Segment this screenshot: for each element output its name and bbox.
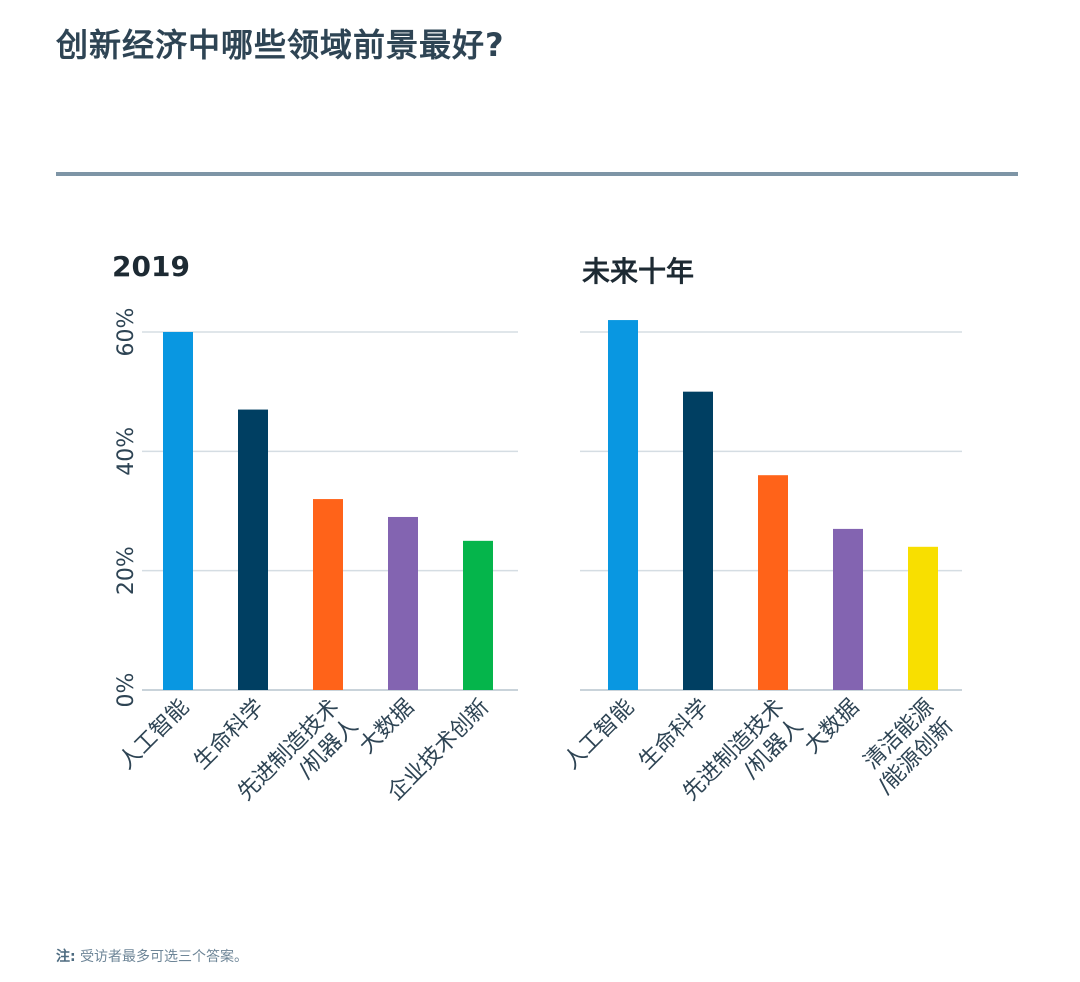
bar-3 xyxy=(758,475,788,690)
bar-1 xyxy=(163,332,193,690)
bar-5 xyxy=(908,546,938,690)
bar-2 xyxy=(238,409,268,690)
bar-5 xyxy=(463,540,493,690)
page-title: 创新经济中哪些领域前景最好? xyxy=(56,26,505,64)
category-label-line: 人工智能 xyxy=(559,695,639,775)
bar-2 xyxy=(683,391,713,690)
category-label: 大数据 xyxy=(355,695,419,759)
category-label: 人工智能 xyxy=(559,695,639,775)
category-label-line: 大数据 xyxy=(355,695,419,759)
footnote: 注: 受访者最多可选三个答案。 xyxy=(56,946,248,966)
y-tick-label: 60% xyxy=(114,308,139,357)
y-tick-label: 20% xyxy=(114,546,139,595)
bar-3 xyxy=(313,499,343,690)
footnote-label: 注: xyxy=(56,949,76,965)
bar-4 xyxy=(833,528,863,690)
footnote-text: 受访者最多可选三个答案。 xyxy=(80,949,249,965)
category-label: 大数据 xyxy=(800,695,864,759)
bar-4 xyxy=(388,516,418,690)
y-tick-label: 40% xyxy=(114,427,139,476)
y-tick-label: 0% xyxy=(114,673,139,708)
chart-future-title: 未来十年 xyxy=(582,255,695,288)
category-label-line: 大数据 xyxy=(800,695,864,759)
title-divider xyxy=(56,172,1018,176)
bar-1 xyxy=(608,320,638,690)
category-label: 清洁能源/能源创新 xyxy=(854,695,958,799)
chart-2019-title: 2019 xyxy=(112,250,190,283)
